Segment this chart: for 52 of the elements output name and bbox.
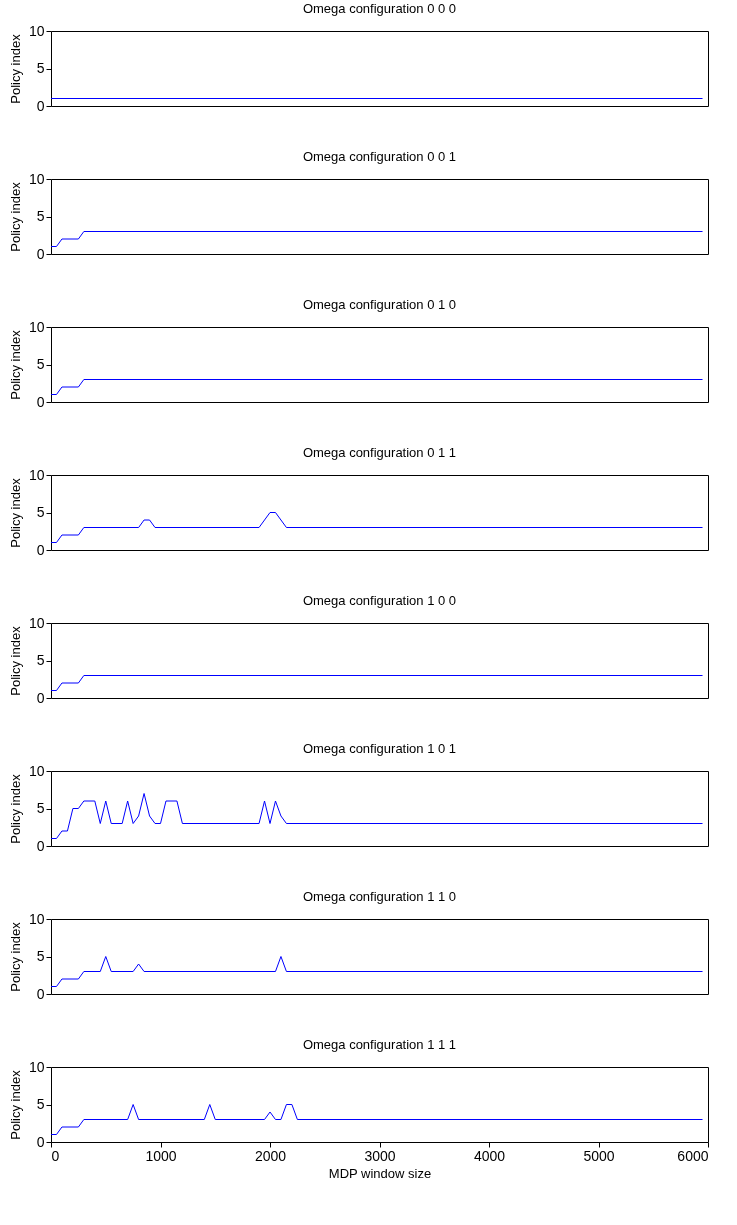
chart-title: Omega configuration 1 1 1: [302, 1037, 457, 1052]
y-tick-label: 10: [28, 170, 45, 187]
chart-title: Omega configuration 1 0 0: [302, 593, 457, 608]
chart-title: Omega configuration 1 1 0: [302, 889, 457, 904]
line-series: [51, 1104, 704, 1135]
y-tick-label: 10: [28, 22, 45, 39]
x-tick-label: 6000: [677, 1147, 709, 1164]
y-tick-label: 0: [36, 245, 45, 262]
y-tick-label: 5: [36, 652, 45, 668]
y-tick-label: 5: [36, 800, 45, 816]
y-tick-label: 5: [36, 356, 45, 372]
x-tick-label: 5000: [583, 1147, 615, 1164]
y-tick-label: 5: [36, 1096, 45, 1112]
x-tick-label: 0: [51, 1147, 60, 1164]
y-tick-label: 0: [36, 97, 45, 114]
chart-title: Omega configuration 0 0 1: [302, 149, 457, 164]
chart-title: Omega configuration 0 1 1: [302, 445, 457, 460]
chart-title: Omega configuration 1 0 1: [302, 741, 457, 756]
y-tick-label: 5: [36, 948, 45, 964]
y-axis-title: Policy index: [7, 181, 23, 252]
chart-title: Omega configuration 0 1 0: [302, 297, 457, 312]
y-tick-label: 5: [36, 208, 45, 224]
y-tick-label: 0: [36, 1133, 45, 1150]
y-axis-title: Policy index: [7, 921, 23, 992]
x-axis-title: MDP window size: [328, 1165, 432, 1181]
chart-title: Omega configuration 0 0 0: [302, 1, 457, 16]
y-tick-label: 10: [28, 318, 45, 335]
y-axis-title: Policy index: [7, 773, 23, 844]
line-series: [51, 512, 704, 543]
y-tick-label: 0: [36, 985, 45, 1002]
y-tick-label: 10: [28, 1058, 45, 1075]
y-tick-label: 10: [28, 910, 45, 927]
y-tick-label: 0: [36, 541, 45, 558]
y-tick-label: 0: [36, 393, 45, 410]
x-tick-label: 2000: [254, 1147, 287, 1164]
x-tick-label: 3000: [364, 1147, 396, 1164]
y-tick-label: 10: [28, 466, 45, 483]
y-tick-label: 5: [36, 60, 45, 76]
y-axis-title: Policy index: [7, 625, 23, 696]
y-tick-label: 10: [28, 614, 45, 631]
y-axis-title: Policy index: [7, 33, 23, 104]
y-tick-label: 10: [28, 762, 45, 779]
y-axis-title: Policy index: [7, 329, 23, 400]
y-tick-label: 5: [36, 504, 45, 520]
x-tick-label: 4000: [473, 1147, 506, 1164]
line-series: [51, 956, 704, 987]
y-axis-title: Policy index: [7, 477, 23, 548]
x-tick-label: 1000: [145, 1147, 177, 1164]
line-series: [51, 793, 704, 839]
y-axis-title: Policy index: [7, 1069, 23, 1140]
y-tick-label: 0: [36, 689, 45, 706]
y-tick-label: 0: [36, 837, 45, 854]
